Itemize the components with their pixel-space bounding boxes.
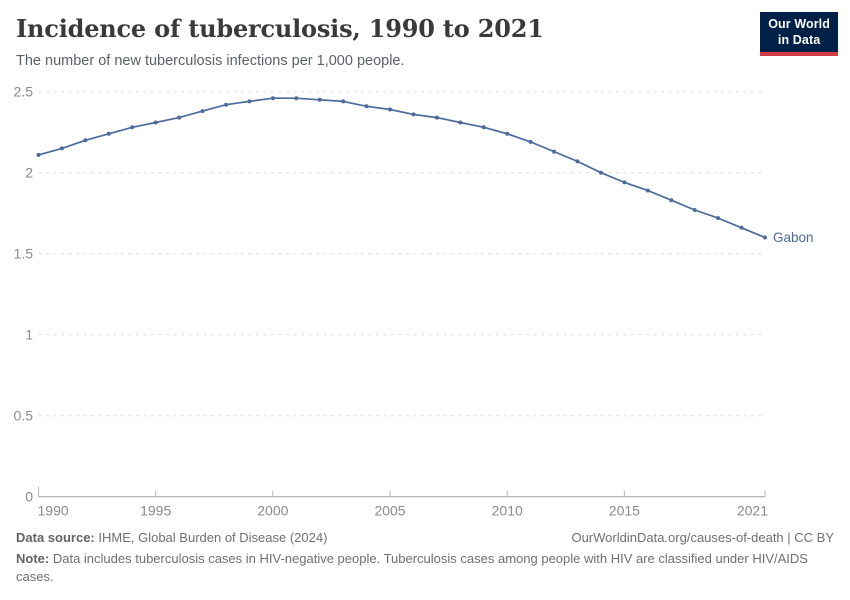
data-point bbox=[599, 170, 603, 175]
y-tick-label: 0.5 bbox=[14, 408, 34, 424]
data-point bbox=[83, 138, 88, 143]
line-chart-canvas: 0 0.5 1 1.5 2 2.5 1990 1995 2000 2005 2010 2015 2021… bbox=[14, 84, 814, 519]
data-point bbox=[622, 180, 627, 185]
x-tick-label: 2021 bbox=[737, 503, 768, 519]
x-axis bbox=[38, 486, 766, 498]
data-point bbox=[106, 131, 111, 136]
y-tick-label: 0 bbox=[25, 489, 33, 505]
data-point bbox=[364, 104, 369, 109]
series-label-gabon: Gabon bbox=[773, 230, 814, 245]
data-point bbox=[552, 149, 557, 154]
y-tick-label: 2.5 bbox=[14, 84, 34, 100]
y-gridlines bbox=[38, 91, 765, 417]
series-points-gabon bbox=[36, 96, 767, 240]
data-point bbox=[645, 188, 650, 193]
data-point bbox=[692, 208, 697, 212]
y-tick-label: 1 bbox=[25, 327, 33, 343]
data-source-text: IHME, Global Burden of Disease (2024) bbox=[98, 530, 328, 545]
chart-title: Incidence of tuberculosis, 1990 to 2021 bbox=[16, 14, 544, 43]
data-point bbox=[458, 120, 463, 125]
y-tick-label: 2 bbox=[25, 165, 33, 181]
x-axis-labels: 1990 1995 2000 2005 2010 2015 2021 bbox=[38, 503, 769, 519]
y-tick-label: 1.5 bbox=[14, 246, 34, 262]
data-point bbox=[669, 198, 674, 203]
chart-subtitle: The number of new tuberculosis infection… bbox=[16, 52, 405, 69]
data-point bbox=[294, 96, 299, 101]
data-point bbox=[59, 146, 64, 151]
note-label: Note: bbox=[16, 551, 50, 567]
data-point bbox=[739, 225, 744, 230]
data-point bbox=[224, 102, 228, 107]
y-axis-labels: 0 0.5 1 1.5 2 2.5 bbox=[14, 84, 34, 505]
data-point bbox=[528, 139, 533, 144]
logo-text-line2: in Data bbox=[777, 32, 821, 47]
data-point bbox=[716, 216, 721, 221]
series-line-gabon bbox=[37, 97, 766, 239]
data-point bbox=[36, 152, 41, 157]
data-point bbox=[411, 112, 416, 117]
x-tick-label: 1990 bbox=[38, 503, 69, 519]
data-source-label: Data source: bbox=[16, 530, 95, 545]
chart-header: Incidence of tuberculosis, 1990 to 2021 … bbox=[16, 15, 750, 70]
license-link[interactable]: OurWorldinData.org/causes-of-death | CC … bbox=[571, 530, 834, 545]
note-text: Data includes tuberculosis cases in HIV-… bbox=[16, 551, 808, 585]
data-point bbox=[153, 120, 158, 125]
x-tick-label: 2010 bbox=[492, 503, 523, 519]
data-point bbox=[247, 99, 252, 104]
data-point bbox=[575, 159, 580, 164]
data-point bbox=[270, 96, 275, 101]
data-source: Data source: IHME, Global Burden of Dise… bbox=[16, 529, 327, 547]
data-point bbox=[341, 99, 346, 104]
data-point bbox=[200, 109, 205, 114]
note: Note: Data includes tuberculosis cases i… bbox=[16, 550, 834, 586]
owid-logo: Our World in Data bbox=[760, 12, 838, 57]
x-tick-label: 1995 bbox=[140, 503, 171, 519]
x-tick-label: 2005 bbox=[374, 503, 405, 519]
data-point bbox=[130, 125, 135, 130]
data-point bbox=[177, 115, 182, 120]
data-point bbox=[481, 125, 486, 130]
chart-footer: Data source: IHME, Global Burden of Dise… bbox=[16, 529, 834, 587]
data-point bbox=[434, 115, 439, 120]
data-point bbox=[505, 131, 510, 136]
data-point bbox=[388, 107, 392, 112]
logo-text-line1: Our World bbox=[768, 17, 830, 31]
x-tick-label: 2015 bbox=[609, 503, 640, 519]
data-point bbox=[317, 97, 322, 102]
data-point bbox=[763, 235, 767, 240]
x-tick-label: 2000 bbox=[257, 503, 288, 519]
